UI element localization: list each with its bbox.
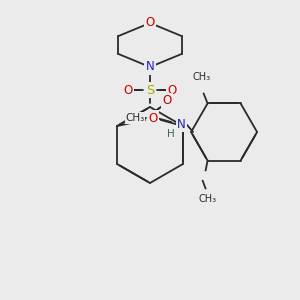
Text: O: O [146, 16, 154, 29]
Text: H: H [167, 129, 175, 139]
Text: O: O [163, 94, 172, 107]
Text: S: S [146, 83, 154, 97]
Text: N: N [146, 61, 154, 74]
Text: CH₃: CH₃ [199, 194, 217, 204]
Text: O: O [123, 83, 133, 97]
Text: CH₃: CH₃ [193, 72, 211, 82]
Text: O: O [167, 83, 177, 97]
Text: O: O [148, 112, 158, 124]
Text: CH₃: CH₃ [125, 113, 145, 123]
Text: N: N [177, 118, 185, 130]
